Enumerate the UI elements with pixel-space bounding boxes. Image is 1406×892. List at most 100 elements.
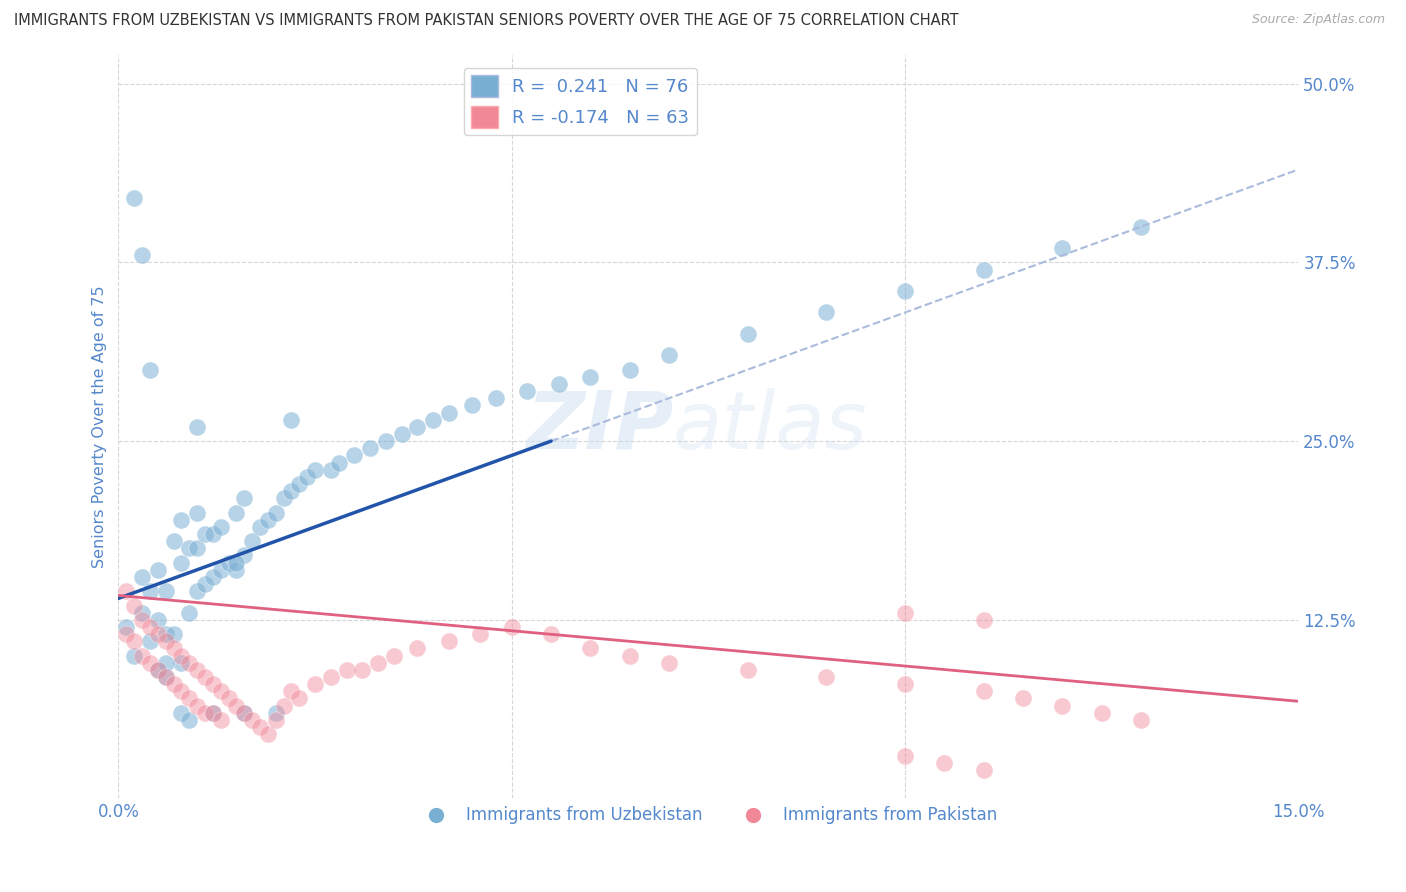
Point (179, 713, 201, 727)
Point (359, 442, 381, 456)
Point (115, 584, 138, 599)
Point (225, 506, 247, 520)
Point (406, 641, 429, 656)
Point (233, 491, 256, 506)
Point (131, 248, 153, 262)
Point (209, 563, 232, 577)
Point (201, 706, 224, 720)
Point (225, 556, 247, 570)
Point (352, 663, 374, 677)
Point (170, 513, 193, 527)
Point (139, 656, 162, 670)
Point (155, 670, 177, 684)
Point (146, 563, 169, 577)
Point (973, 684, 995, 698)
Point (194, 706, 217, 720)
Point (328, 456, 350, 470)
Point (374, 434, 396, 449)
Point (225, 698, 247, 713)
Point (257, 727, 280, 741)
Point (146, 663, 169, 677)
Point (1052, 698, 1074, 713)
Point (201, 570, 224, 584)
Point (264, 713, 287, 727)
Point (131, 613, 153, 627)
Point (194, 577, 217, 591)
Point (218, 691, 240, 706)
Point (139, 620, 162, 634)
Point (501, 620, 523, 634)
Point (155, 670, 177, 684)
Point (579, 641, 602, 656)
Point (146, 613, 169, 627)
Point (249, 520, 271, 534)
Point (155, 656, 177, 670)
Point (201, 706, 224, 720)
Point (1052, 241, 1074, 255)
Point (162, 677, 184, 691)
Point (406, 419, 429, 434)
Point (186, 541, 208, 556)
Point (146, 663, 169, 677)
Point (516, 384, 538, 398)
Point (179, 691, 201, 706)
Point (619, 648, 641, 663)
Point (179, 541, 201, 556)
Point (1130, 713, 1153, 727)
Point (343, 449, 366, 463)
Point (162, 627, 184, 641)
Text: IMMIGRANTS FROM UZBEKISTAN VS IMMIGRANTS FROM PAKISTAN SENIORS POVERTY OVER THE : IMMIGRANTS FROM UZBEKISTAN VS IMMIGRANTS… (14, 13, 959, 29)
Point (422, 412, 444, 426)
Point (209, 713, 232, 727)
Point (170, 684, 193, 698)
Point (579, 369, 602, 384)
Point (280, 412, 302, 426)
Point (146, 627, 169, 641)
Point (273, 491, 295, 506)
Point (162, 534, 184, 549)
Point (658, 656, 681, 670)
Point (115, 620, 138, 634)
Point (619, 362, 641, 376)
Point (264, 706, 287, 720)
Point (335, 663, 357, 677)
Point (122, 648, 145, 663)
Point (179, 606, 201, 620)
Point (264, 506, 287, 520)
Point (249, 720, 271, 734)
Point (209, 684, 232, 698)
Point (437, 634, 460, 648)
Point (131, 648, 153, 663)
Point (304, 463, 326, 477)
Point (225, 563, 247, 577)
Point (1012, 691, 1035, 706)
Point (170, 656, 193, 670)
Point (288, 477, 311, 491)
Point (273, 698, 295, 713)
Point (540, 627, 562, 641)
Point (170, 706, 193, 720)
Point (437, 405, 460, 419)
Point (973, 613, 995, 627)
Point (257, 513, 280, 527)
Point (194, 527, 217, 541)
Point (934, 756, 956, 770)
Point (240, 534, 263, 549)
Point (233, 706, 256, 720)
Point (115, 627, 138, 641)
Point (218, 556, 240, 570)
Point (122, 599, 145, 613)
Point (162, 641, 184, 656)
Point (894, 748, 917, 763)
Point (894, 284, 917, 298)
Point (382, 648, 405, 663)
Y-axis label: Seniors Poverty Over the Age of 75: Seniors Poverty Over the Age of 75 (93, 285, 107, 568)
Point (894, 677, 917, 691)
Point (186, 663, 208, 677)
Point (170, 556, 193, 570)
Point (139, 584, 162, 599)
Point (122, 634, 145, 648)
Point (170, 648, 193, 663)
Point (280, 484, 302, 499)
Point (894, 606, 917, 620)
